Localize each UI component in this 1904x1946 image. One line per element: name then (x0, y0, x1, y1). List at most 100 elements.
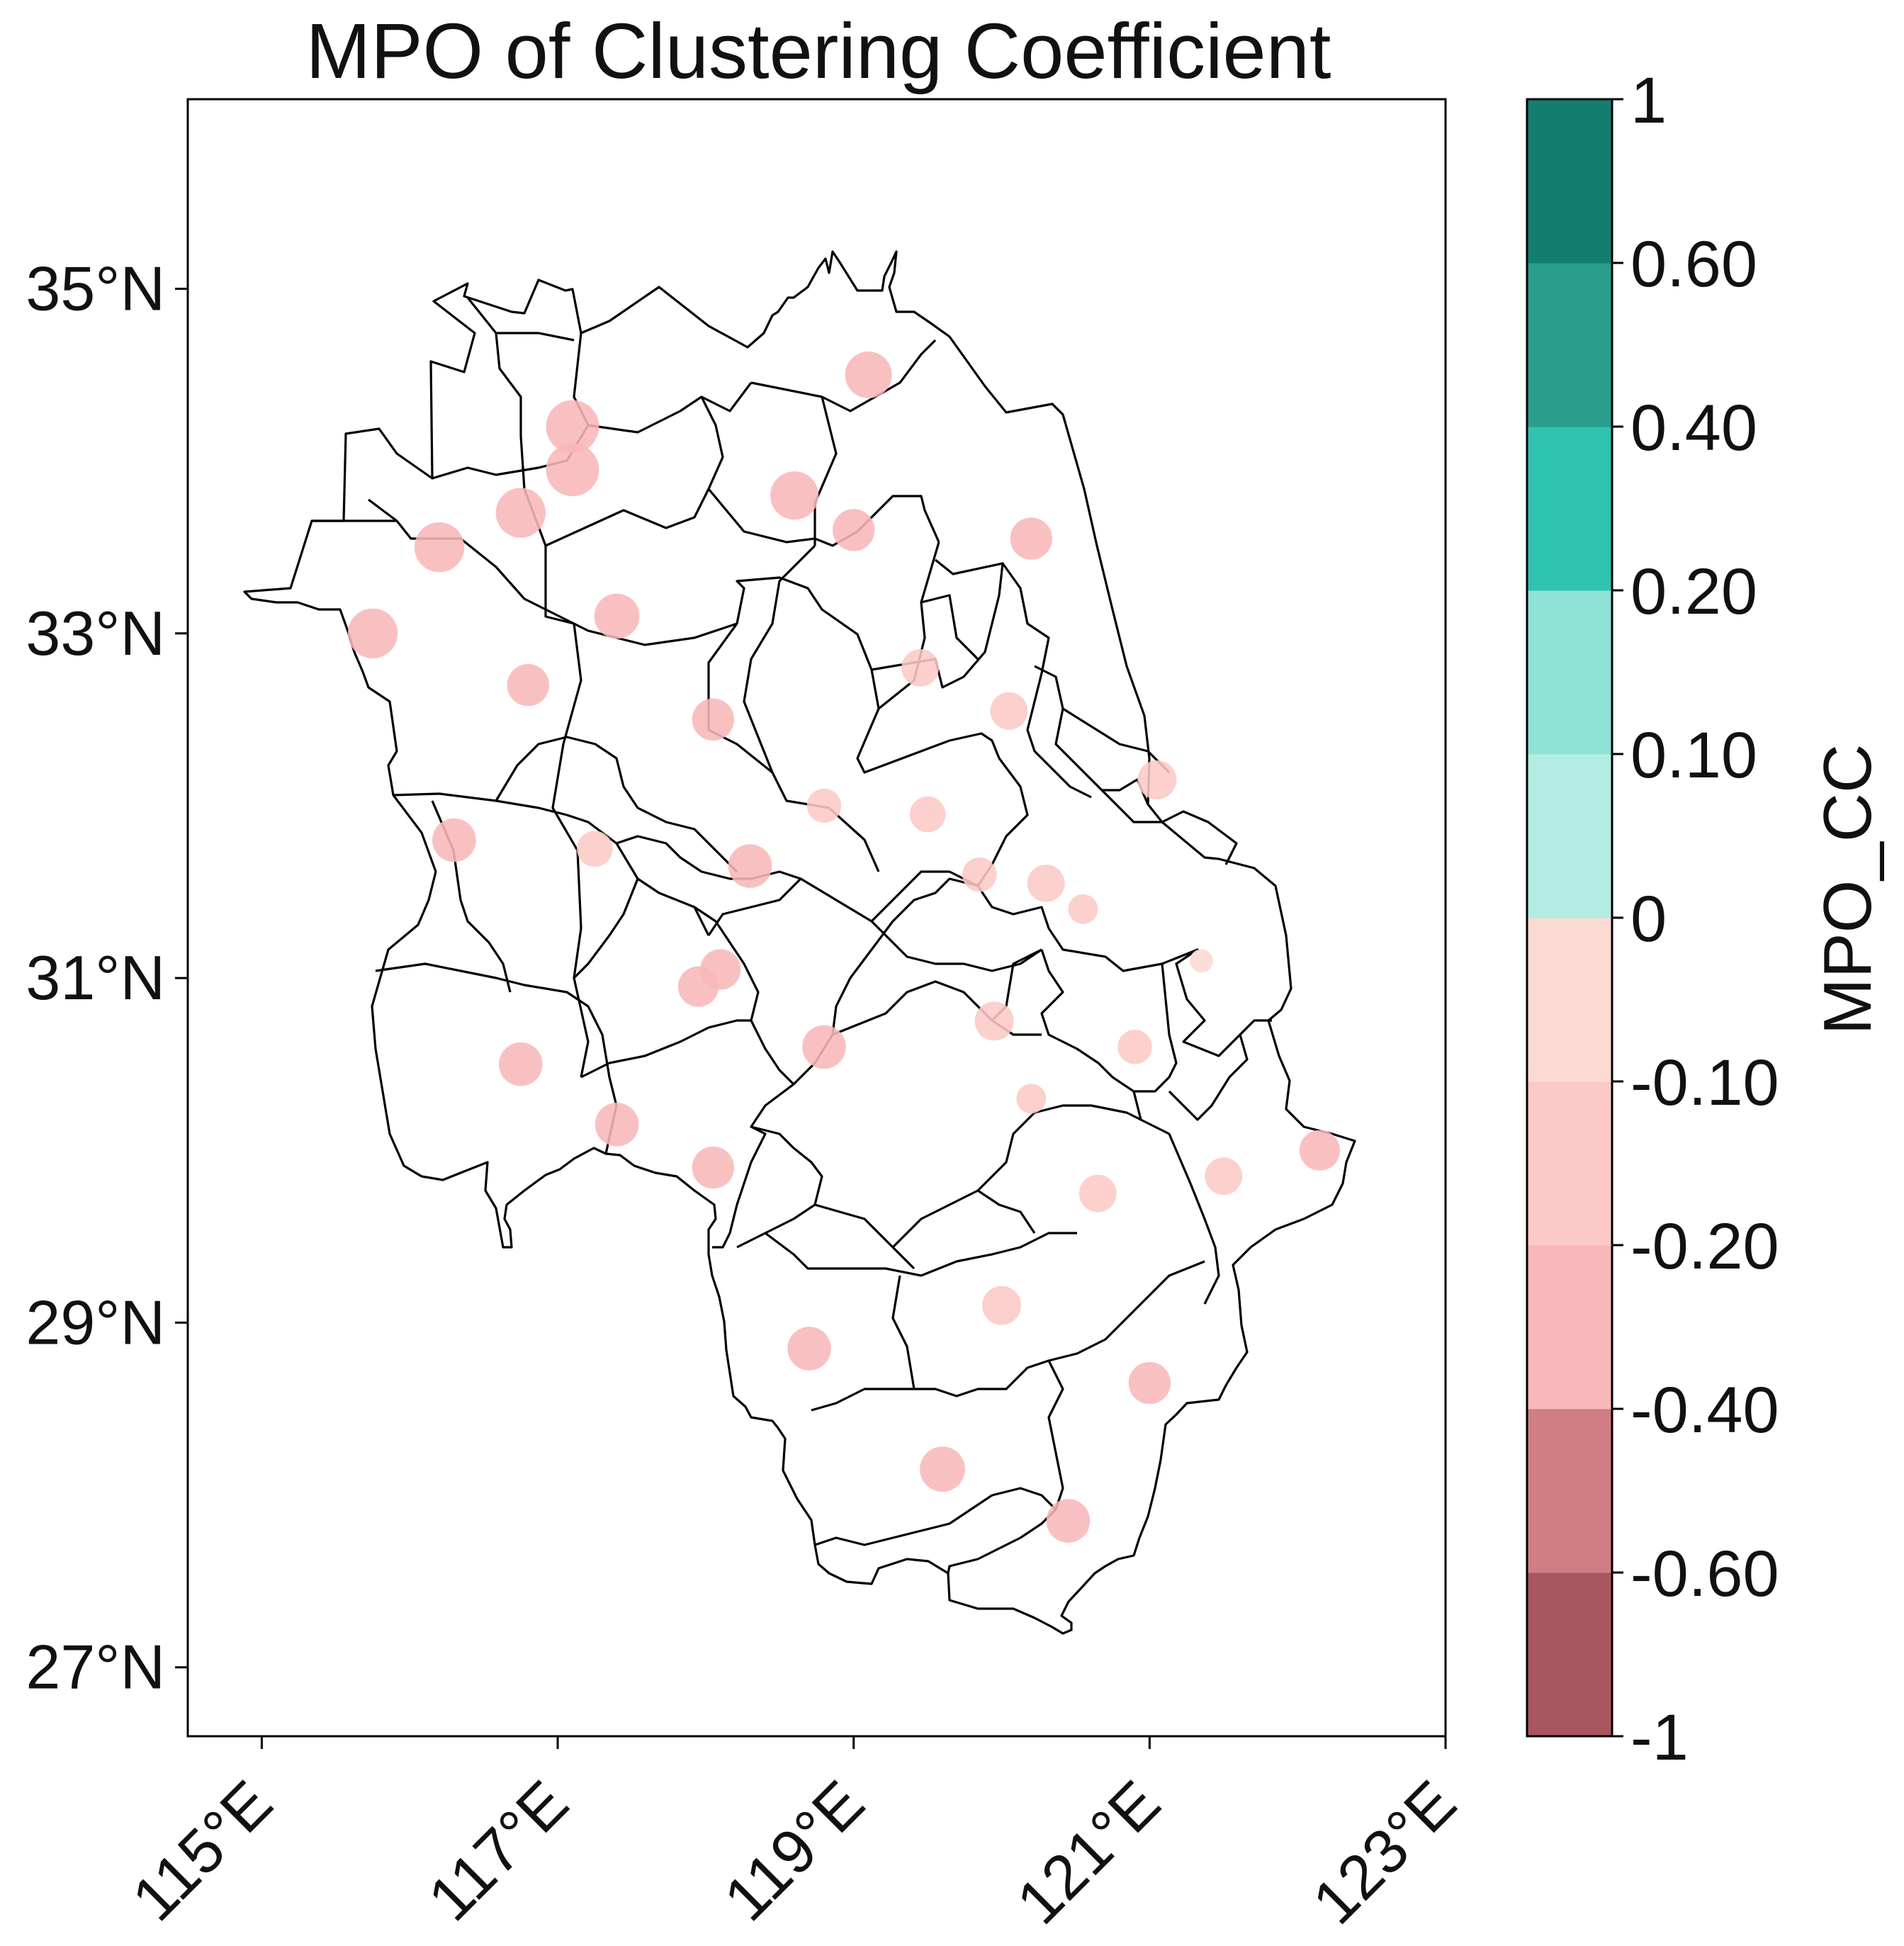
y-tick-label: 35°N (26, 253, 165, 323)
internal-boundary (393, 792, 710, 936)
internal-boundary (573, 878, 639, 979)
outer-boundary (243, 250, 1356, 1635)
city-point-14 (990, 692, 1028, 730)
city-point-18 (432, 818, 476, 862)
city-point-39 (1128, 1361, 1171, 1405)
y-tick-label: 33°N (26, 598, 165, 668)
colorbar-segment (1527, 263, 1612, 427)
city-point-30 (499, 1042, 543, 1086)
map-frame (186, 98, 1447, 1738)
city-point-3 (546, 443, 599, 497)
internal-boundary (736, 576, 880, 709)
internal-boundary (495, 736, 738, 873)
internal-boundary (814, 1203, 916, 1270)
internal-boundary (496, 332, 575, 342)
colorbar-tick-label: 0.60 (1630, 228, 1757, 300)
city-point-32 (595, 1102, 639, 1147)
internal-boundary (1132, 1091, 1220, 1305)
y-tick-label: 29°N (26, 1287, 165, 1357)
internal-boundary (870, 870, 979, 923)
internal-boundary (1001, 563, 1092, 799)
city-point-38 (787, 1327, 831, 1371)
internal-boundary (811, 1388, 914, 1412)
city-point-10 (347, 608, 398, 658)
city-point-22 (1027, 864, 1065, 902)
internal-boundary (1100, 789, 1238, 865)
colorbar-segment (1527, 99, 1612, 264)
x-axis: 115°E 117°E 119°E 121°E 123°E (118, 1736, 1469, 1937)
colorbar: -1 -0.60 -0.40 -0.20 -0.10 0 0.10 0.20 0.40 0.60 1 (1526, 64, 1779, 1774)
city-point-12 (901, 649, 940, 687)
colorbar-tick-label: -1 (1630, 1702, 1689, 1774)
colorbar-tick-label: 0.40 (1630, 392, 1757, 464)
city-point-13 (692, 698, 735, 741)
city-point-37 (982, 1286, 1022, 1325)
colorbar-segment (1527, 1409, 1612, 1573)
chart-title: MPO of Clustering Coefficient (306, 8, 1331, 95)
city-point-7 (1010, 517, 1052, 560)
city-point-5 (770, 471, 819, 520)
internal-boundary (707, 877, 802, 936)
internal-boundary (694, 906, 795, 1086)
city-point-21 (962, 857, 997, 892)
city-point-26 (677, 966, 719, 1007)
city-point-16 (806, 788, 842, 823)
internal-boundary (580, 1019, 751, 1079)
city-points (347, 351, 1341, 1543)
colorbar-label: MPO_CC (1810, 744, 1886, 1035)
city-point-36 (1078, 1174, 1117, 1213)
colorbar-tick-label: 0.20 (1630, 556, 1757, 628)
x-tick-label: 117°E (415, 1767, 582, 1934)
x-tick-label: 123°E (1299, 1767, 1469, 1937)
colorbar-tick-label: -0.60 (1630, 1538, 1779, 1610)
city-point-28 (802, 1025, 846, 1069)
internal-boundary (1034, 665, 1149, 805)
internal-boundary (891, 1260, 1205, 1397)
map-plot-area (186, 98, 1447, 1738)
internal-boundary (814, 1487, 1057, 1546)
x-tick-label: 121°E (1003, 1767, 1173, 1937)
internal-boundary (712, 1083, 794, 1249)
colorbar-tick-label: 0 (1630, 883, 1667, 955)
internal-boundary (736, 1125, 823, 1249)
city-point-29 (1117, 1030, 1152, 1064)
x-tick-label: 115°E (118, 1767, 286, 1934)
city-point-11 (507, 664, 549, 707)
city-point-24 (1189, 949, 1213, 973)
colorbar-segment (1527, 1245, 1612, 1410)
internal-boundary (856, 708, 1001, 774)
internal-boundary (765, 1232, 1077, 1277)
colorbar-segment (1527, 918, 1612, 1082)
y-tick-label: 31°N (26, 943, 165, 1013)
colorbar-tick-label: -0.40 (1630, 1374, 1779, 1446)
city-point-2 (546, 400, 599, 454)
colorbar-tick-label: 0.10 (1630, 719, 1757, 792)
internal-boundary (375, 962, 618, 1154)
colorbar-segment (1527, 1573, 1612, 1737)
internal-boundary (813, 396, 838, 546)
city-point-15 (1137, 760, 1177, 799)
internal-boundary (920, 594, 979, 660)
city-point-27 (974, 1001, 1014, 1041)
y-tick-label: 27°N (26, 1632, 165, 1702)
colorbar-tick-label: -0.20 (1630, 1210, 1779, 1283)
city-point-17 (909, 796, 946, 833)
city-point-40 (920, 1446, 965, 1492)
city-point-4 (495, 488, 546, 538)
x-tick-label: 119°E (711, 1767, 878, 1934)
colorbar-segment (1527, 754, 1612, 918)
colorbar-segment (1527, 1081, 1612, 1246)
internal-boundary (976, 1104, 1142, 1192)
internal-boundary (870, 920, 1042, 972)
colorbar-segment (1527, 427, 1612, 591)
internal-boundary (1047, 928, 1272, 1057)
internal-boundary (878, 541, 940, 710)
internal-boundary (616, 835, 872, 923)
internal-boundary (545, 382, 753, 547)
city-point-20 (728, 844, 772, 888)
internal-boundary (1040, 949, 1178, 1093)
colorbar-segment (1527, 590, 1612, 755)
y-axis: 27°N 29°N 31°N 33°N 35°N (26, 253, 188, 1702)
city-point-41 (1046, 1499, 1091, 1543)
